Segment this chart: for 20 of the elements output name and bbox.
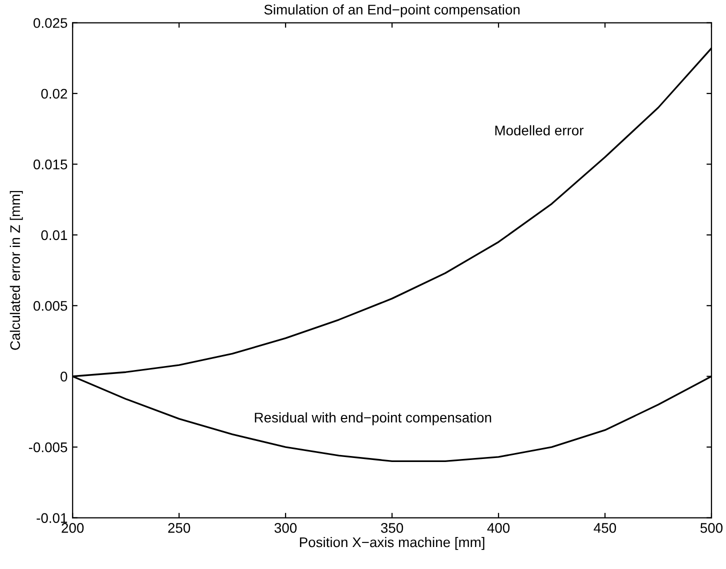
chart-title: Simulation of an End−point compensation xyxy=(264,4,520,18)
x-tick-label: 450 xyxy=(594,523,616,533)
x-tick-label: 500 xyxy=(700,523,723,533)
x-tick-label: 350 xyxy=(380,523,404,533)
x-tick-label: 400 xyxy=(487,523,510,533)
text: Modelled error xyxy=(495,125,584,136)
y-tick-label: -0.005 xyxy=(28,442,68,452)
y-tick-label: 0.01 xyxy=(41,230,68,240)
y-tick-label: -0.01 xyxy=(36,513,68,523)
x-tick-label: 300 xyxy=(274,523,297,533)
y-tick-label: 0.005 xyxy=(34,300,68,311)
y-tick-label: 0.025 xyxy=(34,18,68,28)
x-tick-label: 200 xyxy=(62,523,84,533)
y-tick-label: 0.015 xyxy=(34,160,68,170)
y-tick-label: 0.02 xyxy=(41,88,68,99)
series-label: Residual with end−point compensation xyxy=(254,412,492,426)
y-tick-label: 0 xyxy=(60,372,68,382)
y-axis-title: Calculated error in Z [mm] xyxy=(10,190,23,350)
x-axis-title: Position X−axis machine [mm] xyxy=(300,536,484,550)
x-tick-label: 250 xyxy=(168,523,190,533)
